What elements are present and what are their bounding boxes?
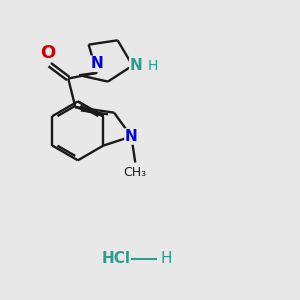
Text: N: N <box>125 129 138 144</box>
Text: N: N <box>91 56 103 71</box>
Text: CH₃: CH₃ <box>124 166 147 179</box>
Text: O: O <box>40 44 56 62</box>
Text: N: N <box>130 58 142 73</box>
Text: H: H <box>147 58 158 73</box>
Text: H: H <box>160 251 172 266</box>
Text: HCl: HCl <box>102 251 131 266</box>
